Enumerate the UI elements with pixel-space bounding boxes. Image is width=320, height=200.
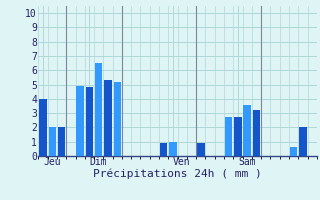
Bar — [76, 86, 84, 156]
X-axis label: Précipitations 24h ( mm ): Précipitations 24h ( mm ) — [93, 169, 262, 179]
Bar — [58, 127, 65, 156]
Bar — [244, 105, 251, 156]
Bar — [114, 82, 121, 156]
Bar — [225, 117, 232, 156]
Bar — [49, 127, 56, 156]
Bar — [299, 127, 307, 156]
Bar — [39, 99, 47, 156]
Bar — [253, 110, 260, 156]
Bar — [290, 147, 297, 156]
Bar — [104, 80, 112, 156]
Bar — [197, 143, 204, 156]
Bar — [86, 87, 93, 156]
Bar — [234, 117, 242, 156]
Bar — [160, 143, 167, 156]
Bar — [169, 142, 177, 156]
Bar — [95, 63, 102, 156]
